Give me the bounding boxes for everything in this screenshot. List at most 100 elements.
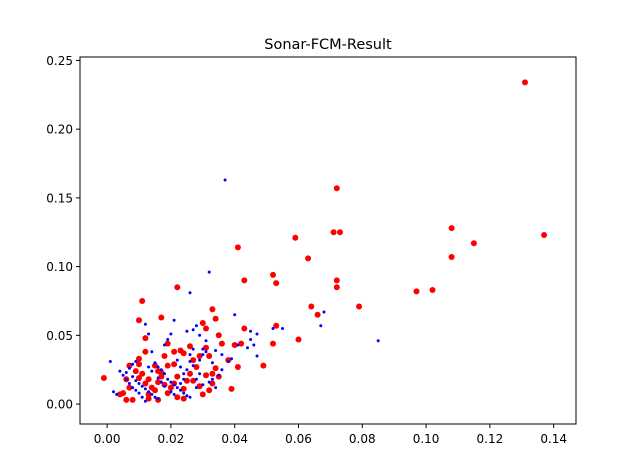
series-2-point [112,390,115,394]
series-1-point [273,280,280,287]
series-1-point [129,396,136,403]
series-2-point [156,397,160,401]
series-1-point [270,271,276,278]
x-tick-label: 0.06 [285,432,312,446]
series-2-point [166,338,170,341]
series-1-point [241,277,248,284]
x-axis-ticks: 0.00 0.02 0.04 0.06 0.08 0.10 0.12 0.14 [94,424,567,446]
series-2-point [255,354,259,358]
series-1-point [314,311,321,318]
series-2-point [156,376,160,380]
series-2-point [255,332,259,336]
series-2-point [214,349,218,352]
series-1-point [152,362,158,369]
series-1-point [228,385,235,392]
series-2-point [175,358,179,362]
series-2-point [210,361,214,365]
series-2-point [159,380,163,384]
series-1-point [164,390,171,397]
series-2-point [271,327,275,330]
series-2-point [226,360,230,363]
series-1-point [234,364,241,370]
series-1-point [206,353,213,359]
series-2-point [198,358,202,362]
series-1-point [158,373,165,380]
y-tick-label: 0.10 [46,260,73,274]
series-2-point [201,383,205,387]
series-2-point [127,366,131,370]
series-2-point [179,365,182,369]
series-2-point [188,291,192,295]
series-2-point [223,178,227,182]
series-1-point [174,394,181,401]
series-2-point [236,343,240,347]
series-1-point [196,383,203,390]
series-2-point [156,365,160,369]
series-2-point [319,324,323,328]
series-1-point [209,306,216,313]
series-2-point [143,322,147,326]
y-tick-label: 0.00 [46,398,73,412]
series-2-point [124,377,128,381]
series-1-point [126,384,133,391]
series-1-point [541,232,548,238]
series-1-point [180,385,187,392]
series-1-point [231,342,238,348]
series-2-point [249,329,253,333]
series-2-point [198,333,202,337]
series-2-point [137,382,141,385]
series-1-point [171,361,178,368]
y-tick-label: 0.15 [46,191,73,205]
series-1-point [199,391,206,398]
series-1-point [470,240,477,247]
series-2-point [191,364,195,368]
series-2-point [166,377,170,381]
series-1-point [164,362,171,369]
series-1-point [187,370,193,377]
series-2-point [194,324,198,328]
series-2-point [163,343,166,347]
series-2-point [188,360,192,363]
series-2-point [249,338,253,341]
series-1-point [522,79,528,86]
series-2-point [140,395,144,399]
series-2-point [147,332,151,336]
series-2-point [147,365,151,369]
series-1-point [164,340,171,347]
x-tick-label: 0.04 [221,432,248,446]
series-2-point [217,373,221,377]
series-1-point [158,314,165,321]
series-2-point [214,386,218,390]
series-1-point [206,387,213,394]
series-1-point [142,348,149,355]
series-2-point [194,386,198,390]
series-1-point [333,284,340,291]
series-2-point [191,328,195,332]
series-2-point [179,388,182,392]
series-1-point [273,322,280,329]
series-2-point [207,380,211,384]
series-1-point [142,335,149,342]
y-tick-label: 0.20 [46,123,73,137]
series-2-point [182,391,186,395]
series-1-point [337,229,343,236]
series-2-point [194,377,198,381]
y-axis-ticks: 0.00 0.05 0.10 0.15 0.20 0.25 [46,54,80,412]
series-2-point [153,361,157,365]
series-2-point [169,390,173,394]
series-2-point [153,395,157,399]
series-2-point [150,350,154,354]
series-1-point [183,377,190,384]
series-1-point [155,379,162,386]
series-2-point [198,372,202,376]
series-1-point [212,365,219,372]
series-1-point [136,361,142,368]
series-1-point [212,315,219,322]
x-tick-label: 0.02 [158,432,185,446]
series-1-point [218,340,225,347]
series-1-point [203,344,209,351]
series-2-point [204,350,208,354]
series-2-point [131,375,135,379]
series-2-point [207,270,211,274]
series-1-point [292,234,299,241]
